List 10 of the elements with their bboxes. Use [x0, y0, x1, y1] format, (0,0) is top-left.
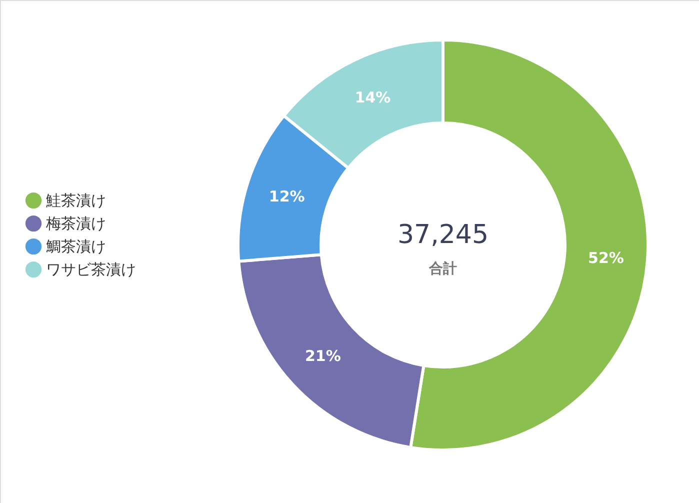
legend-label: ワサビ茶漬け — [46, 260, 136, 278]
data-label: 21% — [304, 346, 341, 365]
legend-label: 鯛茶漬け — [46, 238, 106, 256]
legend-label: 鮭茶漬け — [46, 192, 106, 210]
data-label: 12% — [268, 187, 305, 206]
data-label: 14% — [354, 88, 391, 106]
text: 37,245 — [398, 220, 488, 250]
data-label: 52% — [588, 248, 624, 267]
legend-label: 梅茶漬け — [45, 214, 106, 232]
text: 合計 — [428, 261, 457, 277]
